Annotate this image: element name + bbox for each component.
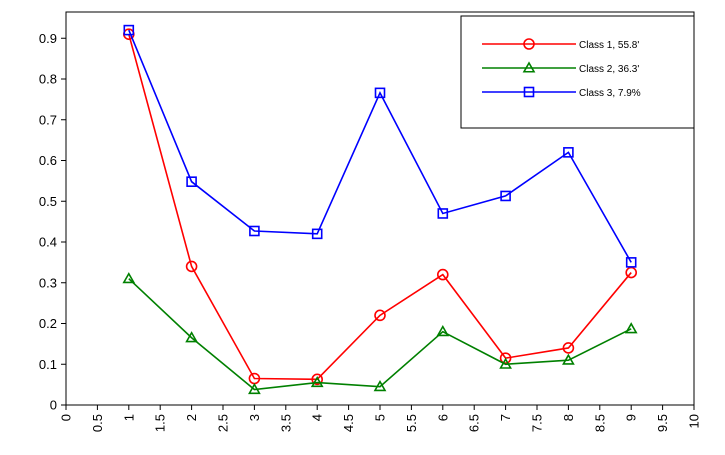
data-point bbox=[249, 225, 260, 237]
series-layer bbox=[122, 24, 638, 395]
x-tick-label: 5.5 bbox=[404, 414, 419, 432]
data-point bbox=[500, 190, 511, 202]
x-tick-label: 8.5 bbox=[592, 414, 607, 432]
axes-layer: 0 0.1 0.2 0.3 0.4 0.5 0.6 0.7 0.8 0.9 0 0.5 1 1.5 2 2.5… bbox=[39, 31, 702, 432]
x-tick-label: 9 bbox=[624, 414, 639, 421]
series-2 bbox=[122, 272, 638, 395]
legend-label: Class 1, 55.8' bbox=[579, 40, 639, 51]
legend-marker bbox=[523, 86, 535, 98]
data-point bbox=[437, 208, 449, 219]
x-tick-label: 1.5 bbox=[153, 414, 168, 432]
data-point bbox=[499, 352, 512, 364]
x-tick-label: 8 bbox=[561, 414, 576, 421]
y-tick-label: 0.2 bbox=[39, 316, 57, 331]
data-point bbox=[374, 309, 386, 322]
data-point bbox=[310, 375, 324, 388]
data-point bbox=[122, 272, 136, 284]
y-tick-label: 0.5 bbox=[39, 194, 57, 209]
x-tick-label: 0 bbox=[59, 414, 74, 421]
legend-item: Class 3, 7.9% bbox=[482, 86, 641, 99]
legend-item: Class 2, 36.3' bbox=[482, 61, 639, 75]
legend-marker bbox=[522, 61, 536, 73]
y-tick-label: 0 bbox=[50, 398, 57, 413]
x-tick-label: 6.5 bbox=[467, 414, 482, 432]
data-point bbox=[123, 24, 135, 36]
data-point bbox=[563, 147, 574, 158]
data-point bbox=[625, 257, 637, 268]
y-tick-label: 0.8 bbox=[39, 72, 57, 87]
x-tick-label: 9.5 bbox=[655, 414, 670, 432]
data-point bbox=[436, 325, 450, 337]
data-point bbox=[436, 268, 449, 281]
legend-box bbox=[460, 15, 695, 129]
x-tick-label: 7 bbox=[498, 414, 513, 421]
data-point bbox=[186, 176, 197, 187]
data-point bbox=[624, 322, 638, 334]
x-tick-label: 0.5 bbox=[90, 414, 105, 432]
series-line bbox=[128, 29, 632, 263]
series-1 bbox=[123, 28, 638, 386]
data-point bbox=[499, 357, 512, 369]
x-tick-label: 2 bbox=[184, 414, 199, 421]
legend: Class 1, 55.8' Class 2, 36.3' Class 3, 7.9… bbox=[460, 15, 695, 129]
legend-marker bbox=[523, 38, 535, 50]
series-line bbox=[128, 33, 632, 381]
data-point bbox=[185, 331, 198, 343]
data-point bbox=[373, 380, 387, 392]
x-tick-label: 3 bbox=[247, 414, 262, 421]
x-tick-label: 7.5 bbox=[530, 414, 545, 432]
series-line bbox=[128, 278, 632, 391]
y-tick-label: 0.7 bbox=[39, 112, 57, 127]
data-point bbox=[311, 228, 323, 240]
y-tick-label: 0.4 bbox=[39, 235, 57, 250]
x-tick-label: 3.5 bbox=[278, 414, 293, 432]
data-point bbox=[248, 382, 261, 395]
series-3 bbox=[123, 24, 637, 268]
x-tick-label: 5 bbox=[373, 414, 388, 421]
data-point bbox=[374, 87, 386, 99]
x-tick-label: 2.5 bbox=[216, 414, 231, 432]
data-point bbox=[311, 373, 324, 386]
x-tick-label: 6 bbox=[435, 414, 450, 421]
data-point bbox=[562, 353, 575, 365]
x-tick-label: 4.5 bbox=[341, 414, 356, 432]
data-point bbox=[185, 260, 198, 273]
y-tick-label: 0.9 bbox=[39, 31, 57, 46]
x-tick-label: 1 bbox=[121, 414, 136, 421]
legend-label: Class 2, 36.3' bbox=[579, 64, 639, 75]
x-tick-label: 4 bbox=[310, 414, 325, 421]
x-tick-label: 10 bbox=[687, 414, 702, 428]
y-tick-label: 0.1 bbox=[39, 357, 57, 372]
legend-label: Class 3, 7.9% bbox=[579, 88, 641, 99]
legend-item: Class 1, 55.8' bbox=[482, 38, 639, 51]
y-tick-label: 0.3 bbox=[39, 275, 57, 290]
data-point bbox=[562, 342, 575, 354]
y-tick-label: 0.6 bbox=[39, 153, 57, 168]
